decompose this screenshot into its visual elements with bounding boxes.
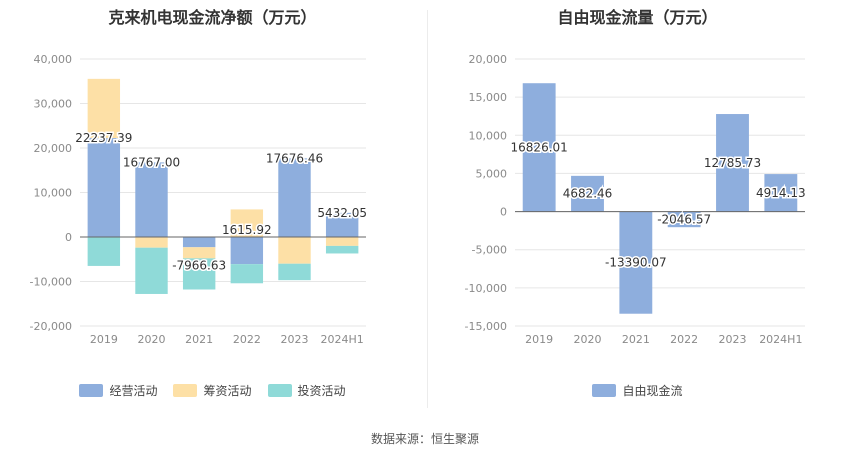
y-tick-label: 0 [500,206,507,219]
data-label: 16826.01 [511,140,568,154]
y-tick-label: 10,000 [34,187,73,200]
data-source: 数据来源：恒生聚源 [370,432,479,446]
bar [230,237,264,265]
data-label: 17676.46 [266,151,323,165]
y-tick-label: 10,000 [469,129,508,142]
legend-label: 自由现金流 [622,384,683,398]
y-tick-label: 20,000 [469,53,508,66]
data-label: 16767.00 [123,155,180,169]
y-tick-label: 0 [65,231,72,244]
x-tick-label: 2022 [233,333,261,346]
legend-swatch [267,384,292,397]
data-label: 5432.05 [317,206,367,220]
x-tick-label: 2024H1 [321,333,364,346]
legend-item[interactable]: 经营活动 [79,382,157,399]
data-label: -13390.07 [605,256,667,270]
chart-title: 克来机电现金流净额（万元） [108,8,317,27]
bar [135,237,168,248]
free-cash-flow-panel: 自由现金流量（万元） 20,000 15,000 10,000 5,000 0 -5,00… [425,0,850,420]
bar [619,211,653,314]
data-label: -7966.63 [172,258,226,272]
legend-label: 投资活动 [297,384,346,398]
y-tick-label: 15,000 [469,91,508,104]
bar [182,237,216,248]
data-label: 4682.46 [563,187,613,201]
net-cash-flow-panel: 克来机电现金流净额（万元） 40,000 30,000 20,000 10,000 0 -… [0,0,425,420]
legend-swatch [173,384,198,397]
y-tick-label: -10,000 [30,276,72,289]
y-tick-label: 30,000 [34,98,73,111]
legend-item[interactable]: 自由现金流 [592,382,683,399]
legend-item[interactable]: 投资活动 [267,382,346,399]
legend-label: 筹资活动 [203,384,252,398]
bar [764,174,798,212]
bar [135,247,168,294]
bar [325,237,359,246]
y-tick-label: 5,000 [476,167,508,180]
y-tick-label: -15,000 [465,320,507,333]
data-label: 1615.92 [222,223,272,237]
chart-title: 自由现金流量（万元） [557,8,718,27]
bar [278,263,311,281]
legend-label: 经营活动 [109,384,158,398]
x-tick-label: 2020 [574,333,602,346]
bar [135,162,168,237]
y-tick-label: -20,000 [30,320,72,333]
data-label: 4914.13 [756,186,806,200]
legend-swatch [592,384,617,397]
bar [667,211,701,228]
y-tick-label: 20,000 [34,142,73,155]
x-tick-label: 2019 [525,333,553,346]
x-tick-label: 2020 [138,333,166,346]
legend-swatch [79,384,104,397]
data-label: -2046.57 [657,212,711,226]
x-tick-label: 2023 [281,333,309,346]
bar [230,264,264,284]
net-cash-flow-chart: 40,000 30,000 20,000 10,000 0 -10,000 -20,000 2… [30,53,369,346]
y-tick-label: 40,000 [34,53,73,66]
bar [571,175,604,212]
bar [278,158,311,237]
legend-item[interactable]: 筹资活动 [173,382,252,399]
data-label: 12785.73 [704,156,761,170]
bar [87,78,121,139]
bar [87,237,121,266]
bar [325,245,359,254]
bar [278,237,311,264]
bar [182,247,216,259]
legend: 自由现金流 [425,382,850,399]
bar [182,258,216,290]
y-tick-label: -5,000 [472,244,507,257]
free-cash-flow-chart: 20,000 15,000 10,000 5,000 0 -5,000 -10,000 -15… [465,53,808,346]
panel-divider [427,10,428,408]
x-tick-label: 2021 [185,333,213,346]
x-tick-label: 2021 [622,333,650,346]
x-tick-label: 2024H1 [759,333,802,346]
x-tick-label: 2022 [670,333,698,346]
bar [87,138,121,237]
x-tick-label: 2019 [90,333,118,346]
legend: 经营活动 筹资活动 投资活动 [0,382,425,399]
y-tick-label: -10,000 [465,282,507,295]
x-tick-label: 2023 [719,333,747,346]
bar [325,212,359,237]
bar [230,209,264,237]
data-label: 22237.39 [75,131,132,145]
bar [716,114,749,212]
bar [522,83,556,212]
